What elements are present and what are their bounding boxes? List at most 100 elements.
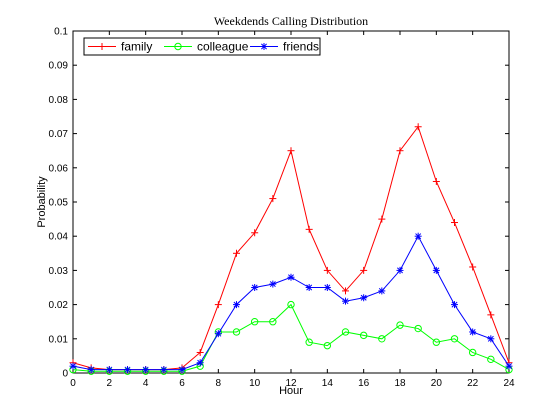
- data-point: [233, 249, 240, 257]
- data-point: [287, 300, 295, 309]
- data-point: [342, 287, 349, 295]
- x-tick-label: 22: [467, 378, 479, 389]
- y-tick-label: 0.08: [49, 95, 69, 106]
- data-point: [469, 263, 477, 271]
- y-axis-label: Probability: [36, 176, 48, 228]
- data-point: [98, 43, 106, 50]
- data-point: [414, 123, 422, 131]
- data-point: [487, 335, 495, 343]
- data-point: [487, 355, 495, 364]
- data-point: [287, 273, 295, 281]
- data-point: [432, 266, 440, 274]
- data-point: [124, 366, 131, 374]
- y-tick-label: 0.05: [49, 198, 69, 209]
- x-tick-label: 2: [107, 378, 113, 389]
- data-point: [214, 301, 222, 309]
- data-point: [196, 359, 204, 367]
- y-tick-label: 0.06: [49, 163, 69, 174]
- data-point: [360, 294, 368, 302]
- data-point: [414, 324, 422, 333]
- data-point: [323, 284, 331, 291]
- data-point: [378, 287, 386, 295]
- data-point: [323, 266, 331, 274]
- data-point: [305, 225, 313, 233]
- legend-entry: colleague: [164, 40, 249, 54]
- x-tick-label: 10: [249, 378, 261, 389]
- x-tick-label: 8: [216, 378, 222, 389]
- data-point: [378, 215, 386, 223]
- y-tick-label: 0.1: [54, 27, 68, 38]
- data-point: [468, 348, 477, 357]
- legend-entry: friends: [250, 40, 319, 54]
- x-tick-label: 0: [70, 378, 76, 389]
- data-point: [360, 266, 368, 274]
- series-friends: [69, 232, 513, 374]
- x-tick-label: 24: [503, 378, 515, 389]
- x-axis-label: Hour: [279, 385, 303, 397]
- data-point: [105, 366, 113, 374]
- series-group: [69, 123, 513, 375]
- data-point: [260, 43, 268, 50]
- data-point: [469, 328, 477, 336]
- data-point: [142, 366, 150, 374]
- data-point: [178, 366, 186, 374]
- y-tick-label: 0.09: [49, 61, 69, 72]
- data-point: [451, 301, 458, 309]
- data-point: [323, 341, 332, 350]
- data-point: [414, 232, 422, 240]
- x-tick-label: 14: [322, 378, 334, 389]
- x-tick-label: 18: [394, 378, 406, 389]
- data-point: [505, 362, 513, 370]
- y-tick-label: 0.04: [49, 232, 69, 243]
- data-point: [432, 338, 441, 346]
- data-point: [396, 147, 404, 155]
- x-tick-label: 20: [431, 378, 443, 389]
- x-tick-label: 12: [285, 378, 297, 389]
- data-point: [305, 338, 313, 346]
- legend-entry: family: [88, 40, 152, 54]
- data-point: [269, 318, 277, 326]
- data-point: [378, 335, 386, 343]
- data-point: [287, 147, 295, 155]
- data-point: [432, 177, 440, 185]
- y-tick-label: 0.02: [49, 300, 69, 311]
- data-point: [396, 321, 404, 329]
- y-tick-label: 0.01: [49, 334, 69, 345]
- data-point: [359, 331, 368, 340]
- y-tick-label: 0.07: [49, 129, 69, 140]
- x-tick-label: 6: [179, 378, 185, 389]
- axis-ticks: 0 2 4 6 8 10 12 14 16 18 20 22 2400.010.020.030.040.…: [49, 27, 515, 390]
- data-point: [451, 219, 458, 227]
- legend-label: friends: [283, 40, 319, 54]
- data-point: [487, 311, 495, 319]
- data-point: [251, 284, 259, 291]
- data-point: [341, 328, 350, 336]
- data-point: [196, 348, 204, 356]
- legend-label: colleague: [197, 40, 249, 54]
- data-point: [396, 266, 404, 274]
- chart-title: Weekdends Calling Distribution: [214, 14, 368, 28]
- x-tick-label: 4: [143, 378, 149, 389]
- data-point: [450, 335, 459, 343]
- y-tick-label: 0.03: [49, 266, 69, 277]
- legend: family colleague friends: [83, 37, 321, 56]
- data-point: [251, 229, 259, 237]
- x-tick-label: 16: [358, 378, 370, 389]
- data-point: [214, 330, 222, 338]
- data-point: [269, 195, 277, 203]
- data-point: [69, 362, 77, 370]
- data-point: [87, 366, 95, 374]
- data-point: [305, 284, 313, 291]
- data-point: [160, 366, 168, 374]
- data-point: [269, 280, 277, 288]
- data-point: [250, 318, 259, 326]
- data-point: [174, 42, 182, 51]
- data-point: [233, 301, 240, 309]
- data-point: [232, 328, 241, 336]
- plot-area: [72, 30, 510, 374]
- data-point: [342, 297, 349, 305]
- y-tick-label: 0: [62, 369, 68, 380]
- legend-label: family: [121, 40, 152, 54]
- legend-box: [83, 37, 321, 56]
